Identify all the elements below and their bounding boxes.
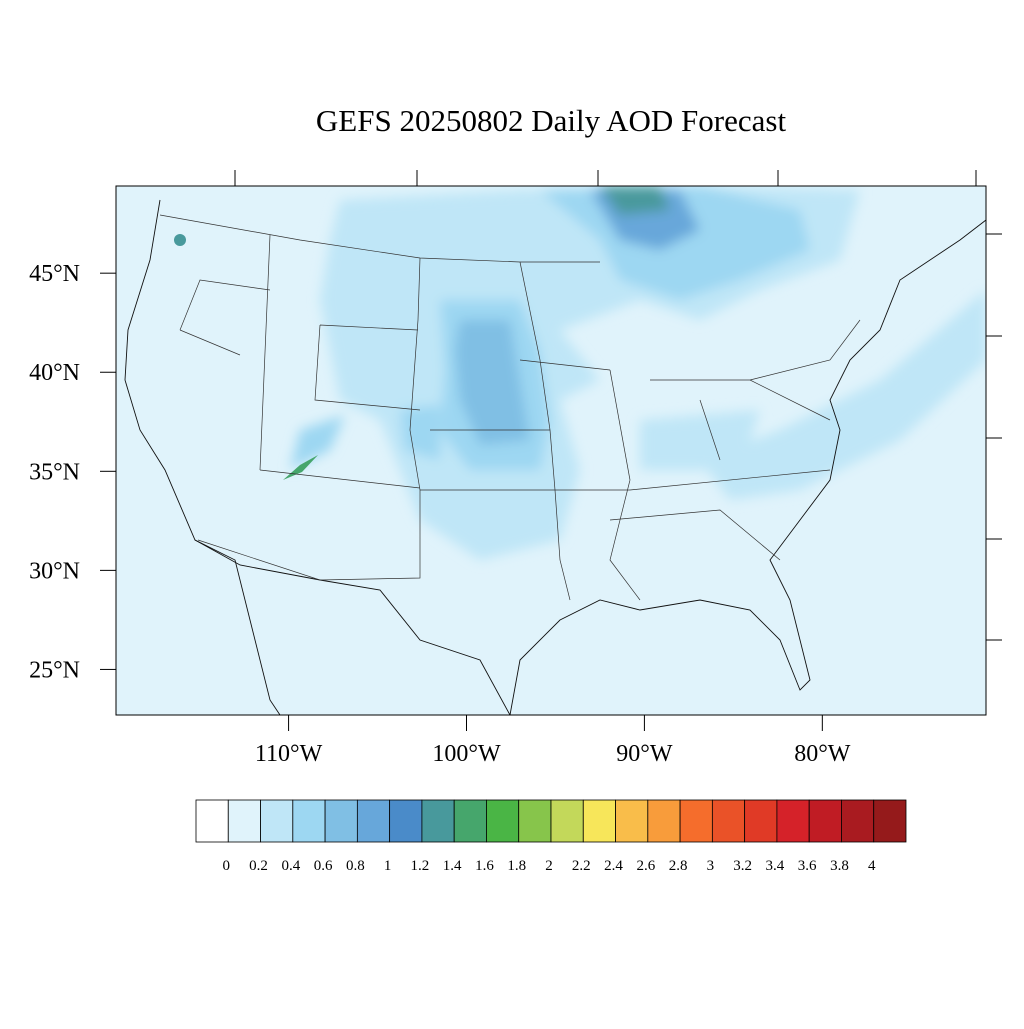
colorbar-label: 3 xyxy=(707,858,715,874)
colorbar-box xyxy=(292,799,326,843)
colorbar-label: 2.8 xyxy=(669,858,688,874)
y-tick-label: 40°N xyxy=(29,360,80,386)
colorbar-label: 1 xyxy=(384,858,392,874)
x-tick-label: 80°W xyxy=(794,741,851,767)
colorbar-label: 1.2 xyxy=(411,858,430,874)
colorbar-box xyxy=(260,799,294,843)
colorbar-box xyxy=(518,799,552,843)
colorbar-box xyxy=(389,799,423,843)
colorbar-box xyxy=(776,799,810,843)
axes: 110°W 100°W 90°W 80°W 25°N 30°N 35°N 40°N 45°N xyxy=(29,261,851,767)
frame-ticks xyxy=(234,170,1002,641)
colorbar-box xyxy=(873,799,907,843)
colorbar-box xyxy=(550,799,584,843)
colorbar-box xyxy=(615,799,649,843)
colorbar-label: 3.2 xyxy=(733,858,752,874)
colorbar-label: 3.4 xyxy=(766,858,785,874)
colorbar-box xyxy=(744,799,778,843)
y-tick-label: 25°N xyxy=(29,657,80,683)
colorbar-box xyxy=(808,799,842,843)
colorbar-box xyxy=(421,799,455,843)
colorbar-label: 0.6 xyxy=(314,858,333,874)
x-tick-label: 100°W xyxy=(432,741,501,767)
colorbar-label: 0 xyxy=(223,858,231,874)
colorbar-box xyxy=(486,799,520,843)
colorbar-label: 0.4 xyxy=(281,858,300,874)
colorbar-box xyxy=(647,799,681,843)
map-frame xyxy=(115,185,987,716)
plume xyxy=(174,234,186,246)
map-field xyxy=(116,186,986,715)
y-tick-label: 30°N xyxy=(29,558,80,584)
x-tick-label: 110°W xyxy=(255,741,323,767)
colorbar-box xyxy=(679,799,713,843)
aod-field xyxy=(290,186,986,560)
boundaries xyxy=(124,199,986,715)
colorbar-box xyxy=(841,799,875,843)
colorbar-box xyxy=(324,799,358,843)
colorbar-label: 2.4 xyxy=(604,858,623,874)
y-tick-label: 45°N xyxy=(29,261,80,287)
colorbar-box xyxy=(356,799,391,843)
colorbar-label: 3.6 xyxy=(798,858,817,874)
colorbar-box xyxy=(711,799,746,843)
colorbar-label: 1.6 xyxy=(475,858,494,874)
colorbar-label: 2.6 xyxy=(636,858,655,874)
colorbar-box xyxy=(195,799,229,843)
colorbar: 0 0.2 0.4 0.6 0.8 1 1.2 1.4 1.6 1.8 2 2.2 2.4 2.6 2.8 3… xyxy=(195,799,907,874)
colorbar-label: 2.2 xyxy=(572,858,591,874)
colorbar-label: 0.2 xyxy=(249,858,268,874)
map-title: GEFS 20250802 Daily AOD Forecast xyxy=(316,103,787,138)
colorbar-label: 3.8 xyxy=(830,858,849,874)
colorbar-box xyxy=(582,799,616,843)
colorbar-label: 2 xyxy=(545,858,553,874)
colorbar-box xyxy=(453,799,487,843)
colorbar-box xyxy=(227,799,261,843)
colorbar-label: 1.8 xyxy=(507,858,526,874)
x-tick-label: 90°W xyxy=(616,741,673,767)
y-tick-label: 35°N xyxy=(29,459,80,485)
colorbar-label: 4 xyxy=(868,858,876,874)
colorbar-label: 0.8 xyxy=(346,858,365,874)
colorbar-label: 1.4 xyxy=(443,858,462,874)
